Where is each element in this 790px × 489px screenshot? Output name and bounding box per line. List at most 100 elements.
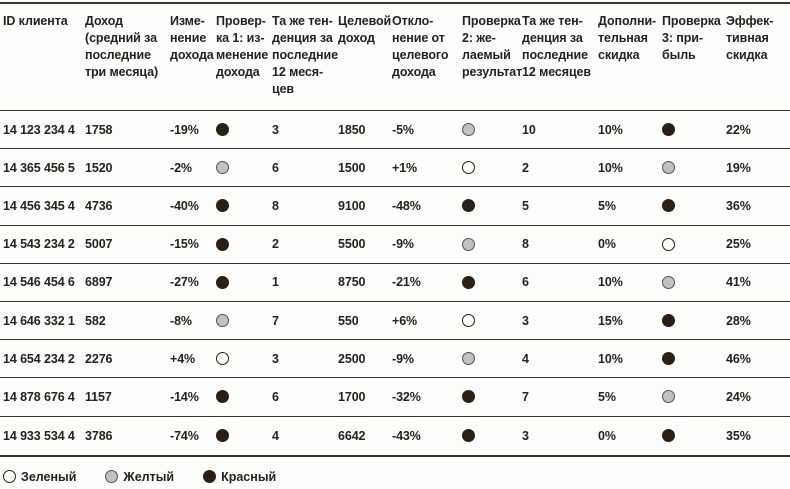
- column-header-income: Доход (средний за последние три месяца): [85, 14, 159, 79]
- cell-check3: [662, 302, 726, 339]
- cell-target_income: 550: [338, 313, 359, 328]
- green-status-icon: [462, 314, 475, 328]
- cell-check3: [662, 111, 726, 148]
- cell-check1: [216, 149, 272, 186]
- cell-effective_discount: 24%: [726, 389, 751, 404]
- red-status-icon: [216, 429, 229, 443]
- red-status-icon: [216, 390, 229, 404]
- cell-target_income: 1850: [338, 122, 366, 137]
- green-status-icon: [216, 352, 229, 366]
- cell-income: 1758: [85, 122, 113, 137]
- red-status-icon: [662, 352, 675, 366]
- cell-trend_12m: 4: [522, 351, 529, 366]
- cell-target_deviation: +1%: [392, 160, 418, 175]
- cell-id: 14 543 234 2: [3, 237, 75, 252]
- red-status-icon: [203, 470, 217, 484]
- red-status-icon: [662, 199, 675, 213]
- cell-income_change: -2%: [170, 160, 192, 175]
- table-row: 14 543 234 2 5007 -15% 2 5500 -9% 8 0% 25%: [0, 226, 790, 264]
- table-row: 14 646 332 1 582 -8% 7 550 +6% 3 15% 28%: [0, 302, 790, 341]
- table-row: 14 654 234 2 2276 +4% 3 2500 -9% 4 10% 46%: [0, 340, 790, 379]
- cell-check1: [216, 111, 272, 148]
- cell-check2: [462, 417, 522, 455]
- cell-id: 14 878 676 4: [3, 389, 75, 404]
- cell-check3: [662, 378, 726, 415]
- cell-income: 1520: [85, 160, 113, 175]
- cell-income_change: +4%: [170, 351, 196, 366]
- legend-label-red: Красный: [221, 469, 277, 484]
- cell-trend_12m: 3: [522, 428, 529, 443]
- cell-income: 2276: [85, 351, 113, 366]
- cell-id: 14 123 234 4: [3, 122, 75, 137]
- legend-label-yellow: Желтый: [123, 469, 175, 484]
- cell-income: 4736: [85, 198, 113, 213]
- cell-income_change: -8%: [170, 313, 192, 328]
- cell-id: 14 933 534 4: [3, 428, 75, 443]
- cell-target_deviation: -43%: [392, 428, 421, 443]
- cell-effective_discount: 28%: [726, 313, 751, 328]
- red-status-icon: [216, 237, 229, 251]
- green-status-icon: [462, 161, 475, 175]
- cell-check2: [462, 226, 522, 263]
- yellow-status-icon: [216, 161, 229, 175]
- cell-id: 14 365 456 5: [3, 160, 75, 175]
- green-status-icon: [662, 237, 675, 251]
- cell-target_income: 5500: [338, 237, 366, 252]
- cell-id: 14 456 345 4: [3, 198, 75, 213]
- cell-check1: [216, 187, 272, 224]
- client-discount-table: ID клиента Доход (средний за последние тр…: [0, 2, 790, 457]
- cell-trend_3m: 4: [272, 428, 279, 443]
- cell-check1: [216, 378, 272, 415]
- legend-item-red: Красный: [203, 470, 276, 484]
- cell-trend_3m: 6: [272, 160, 279, 175]
- cell-extra_discount: 10%: [598, 275, 623, 290]
- red-status-icon: [662, 314, 675, 328]
- legend: Зеленый Желтый Красный: [0, 470, 790, 484]
- cell-income_change: -40%: [170, 198, 199, 213]
- table-row: 14 878 676 4 1157 -14% 6 1700 -32% 7 5% 24%: [0, 378, 790, 417]
- cell-target_income: 9100: [338, 198, 366, 213]
- cell-extra_discount: 10%: [598, 122, 623, 137]
- cell-target_deviation: -32%: [392, 389, 421, 404]
- cell-target_income: 8750: [338, 275, 366, 290]
- cell-income_change: -74%: [170, 428, 199, 443]
- cell-target_deviation: -9%: [392, 237, 414, 252]
- column-header-target_deviation: Откло- нение от целевого дохода: [392, 14, 449, 79]
- cell-effective_discount: 36%: [726, 198, 751, 213]
- cell-income: 1157: [85, 389, 112, 404]
- column-header-extra_discount: Дополни- тельная скидка: [598, 14, 657, 62]
- red-status-icon: [662, 429, 675, 443]
- cell-effective_discount: 22%: [726, 122, 751, 137]
- cell-income_change: -15%: [170, 237, 199, 252]
- cell-income_change: -27%: [170, 275, 199, 290]
- cell-check3: [662, 417, 726, 455]
- cell-trend_3m: 3: [272, 351, 279, 366]
- cell-check3: [662, 187, 726, 224]
- cell-target_income: 1700: [338, 389, 366, 404]
- column-header-check3: Проверка 3: при- быль: [662, 14, 721, 62]
- cell-effective_discount: 41%: [726, 275, 751, 290]
- cell-trend_3m: 8: [272, 198, 279, 213]
- cell-check1: [216, 417, 272, 455]
- cell-effective_discount: 35%: [726, 428, 751, 443]
- cell-id: 14 546 454 6: [3, 275, 75, 290]
- table-body: 14 123 234 4 1758 -19% 3 1850 -5% 10 10% 22% 14 3…: [0, 111, 790, 455]
- column-header-target_income: Целевой доход: [338, 14, 392, 45]
- cell-check1: [216, 340, 272, 377]
- yellow-status-icon: [462, 237, 475, 251]
- cell-trend_3m: 6: [272, 389, 279, 404]
- red-status-icon: [216, 123, 229, 137]
- cell-id: 14 654 234 2: [3, 351, 75, 366]
- cell-extra_discount: 0%: [598, 237, 616, 252]
- cell-check3: [662, 226, 726, 263]
- cell-target_deviation: +6%: [392, 313, 418, 328]
- cell-target_deviation: -9%: [392, 351, 414, 366]
- yellow-status-icon: [462, 352, 475, 366]
- legend-item-green: Зеленый: [3, 470, 76, 484]
- legend-item-yellow: Желтый: [105, 470, 174, 484]
- cell-check2: [462, 149, 522, 186]
- yellow-status-icon: [462, 123, 475, 137]
- table-row: 14 123 234 4 1758 -19% 3 1850 -5% 10 10% 22%: [0, 111, 790, 150]
- cell-check2: [462, 111, 522, 148]
- red-status-icon: [462, 390, 475, 404]
